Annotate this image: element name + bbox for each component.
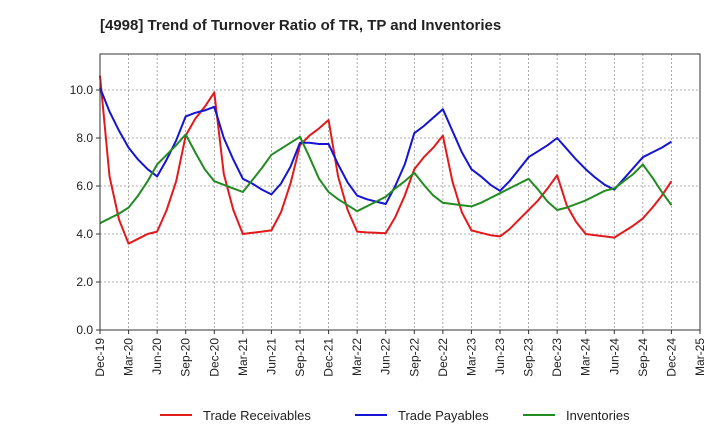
x-tick-label: Jun-23 bbox=[493, 338, 507, 375]
grid-lines bbox=[99, 54, 701, 331]
y-tick-label: 0.0 bbox=[76, 323, 93, 337]
x-tick-label: Mar-24 bbox=[579, 338, 593, 376]
x-tick-label: Mar-23 bbox=[464, 338, 478, 376]
legend-label: Trade Payables bbox=[398, 408, 489, 423]
legend-label: Trade Receivables bbox=[203, 408, 311, 423]
y-tick-label: 2.0 bbox=[76, 275, 93, 289]
x-tick-label: Mar-21 bbox=[236, 338, 250, 376]
x-tick-label: Sep-20 bbox=[179, 338, 193, 377]
legend-item-1: Trade Payables bbox=[355, 408, 489, 423]
x-tick-label: Mar-25 bbox=[693, 338, 707, 376]
legend-label: Inventories bbox=[566, 408, 630, 423]
y-axis-ticks: 0.0 2.0 4.0 6.0 8.0 10.0 bbox=[70, 83, 100, 337]
x-tick-label: Mar-22 bbox=[350, 338, 364, 376]
legend-item-2: Inventories bbox=[523, 408, 630, 423]
y-tick-label: 8.0 bbox=[76, 131, 93, 145]
series-line-1 bbox=[99, 87, 672, 205]
x-axis-ticks: Dec-19 Mar-20 Jun-20 Sep-20 Dec-20 Mar-21 Jun-… bbox=[93, 330, 707, 377]
y-tick-label: 4.0 bbox=[76, 227, 93, 241]
plot-area-frame bbox=[99, 53, 701, 331]
chart-title: [4998] Trend of Turnover Ratio of TR, TP… bbox=[100, 17, 501, 34]
x-tick-label: Jun-20 bbox=[150, 338, 164, 375]
x-tick-label: Sep-24 bbox=[636, 338, 650, 377]
x-tick-label: Mar-20 bbox=[122, 338, 136, 376]
x-tick-label: Dec-20 bbox=[207, 338, 221, 377]
series-lines bbox=[99, 75, 673, 245]
x-tick-label: Sep-23 bbox=[522, 338, 536, 377]
legend-item-0: Trade Receivables bbox=[160, 408, 311, 423]
x-tick-label: Jun-24 bbox=[607, 338, 621, 375]
x-tick-label: Dec-22 bbox=[436, 338, 450, 377]
x-tick-label: Jun-21 bbox=[264, 338, 278, 375]
x-tick-label: Dec-19 bbox=[93, 338, 107, 377]
x-tick-label: Sep-22 bbox=[407, 338, 421, 377]
x-tick-label: Jun-22 bbox=[379, 338, 393, 375]
x-tick-label: Dec-21 bbox=[322, 338, 336, 377]
y-tick-label: 10.0 bbox=[70, 83, 94, 97]
x-tick-label: Dec-23 bbox=[550, 338, 564, 377]
series-line-2 bbox=[99, 133, 673, 225]
legend: Trade Receivables Trade Payables Inventori… bbox=[160, 408, 630, 423]
x-tick-label: Sep-21 bbox=[293, 338, 307, 377]
y-tick-label: 6.0 bbox=[76, 179, 93, 193]
series-line-0 bbox=[99, 75, 673, 245]
x-tick-label: Dec-24 bbox=[664, 338, 678, 377]
